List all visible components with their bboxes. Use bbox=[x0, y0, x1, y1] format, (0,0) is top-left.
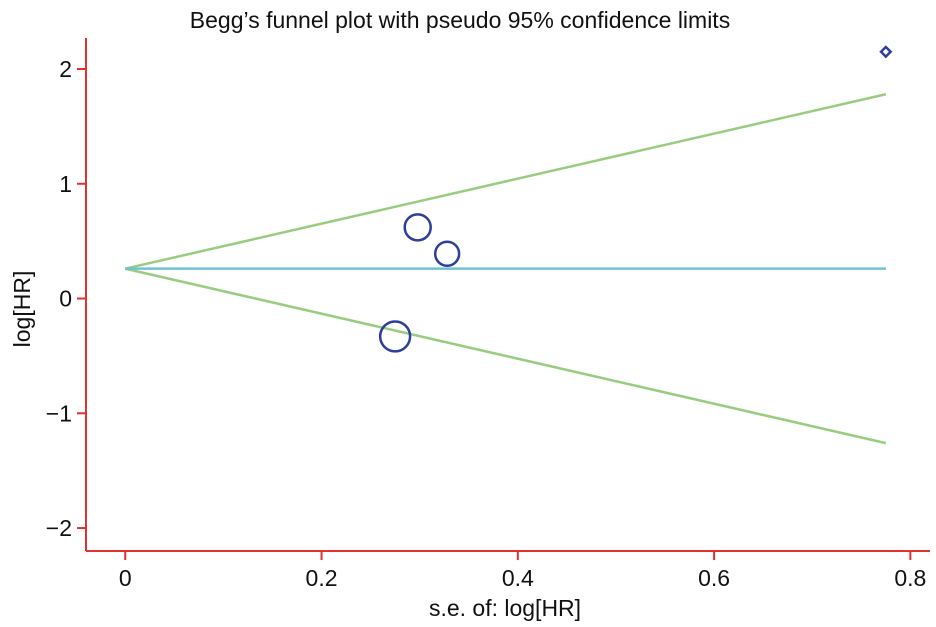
x-tick-label: 0 bbox=[119, 565, 132, 591]
x-tick-label: 0.6 bbox=[698, 565, 730, 591]
plot-area: −2 −1 0 1 2 0 0.2 0.4 0.6 0.8 bbox=[46, 38, 930, 591]
study-point-diamond bbox=[879, 45, 893, 59]
chart-title: Begg’s funnel plot with pseudo 95% confi… bbox=[190, 7, 730, 33]
study-point-circle bbox=[433, 240, 461, 267]
x-tick-label: 0.8 bbox=[894, 565, 926, 591]
x-tick-label: 0.4 bbox=[502, 565, 534, 591]
x-tick-label: 0.2 bbox=[306, 565, 338, 591]
lower-confidence-limit-line bbox=[124, 267, 887, 445]
y-tick-label: 0 bbox=[59, 286, 72, 312]
upper-confidence-limit-line bbox=[124, 93, 887, 270]
y-tick-label: −2 bbox=[46, 515, 72, 541]
study-point-circle bbox=[403, 213, 432, 242]
y-tick-label: −1 bbox=[46, 400, 72, 426]
y-tick-label: 1 bbox=[59, 171, 72, 197]
y-axis-title: log[HR] bbox=[9, 271, 35, 348]
x-axis-title: s.e. of: log[HR] bbox=[429, 595, 581, 621]
study-point-circle bbox=[378, 320, 412, 353]
y-tick-label: 2 bbox=[59, 56, 72, 82]
